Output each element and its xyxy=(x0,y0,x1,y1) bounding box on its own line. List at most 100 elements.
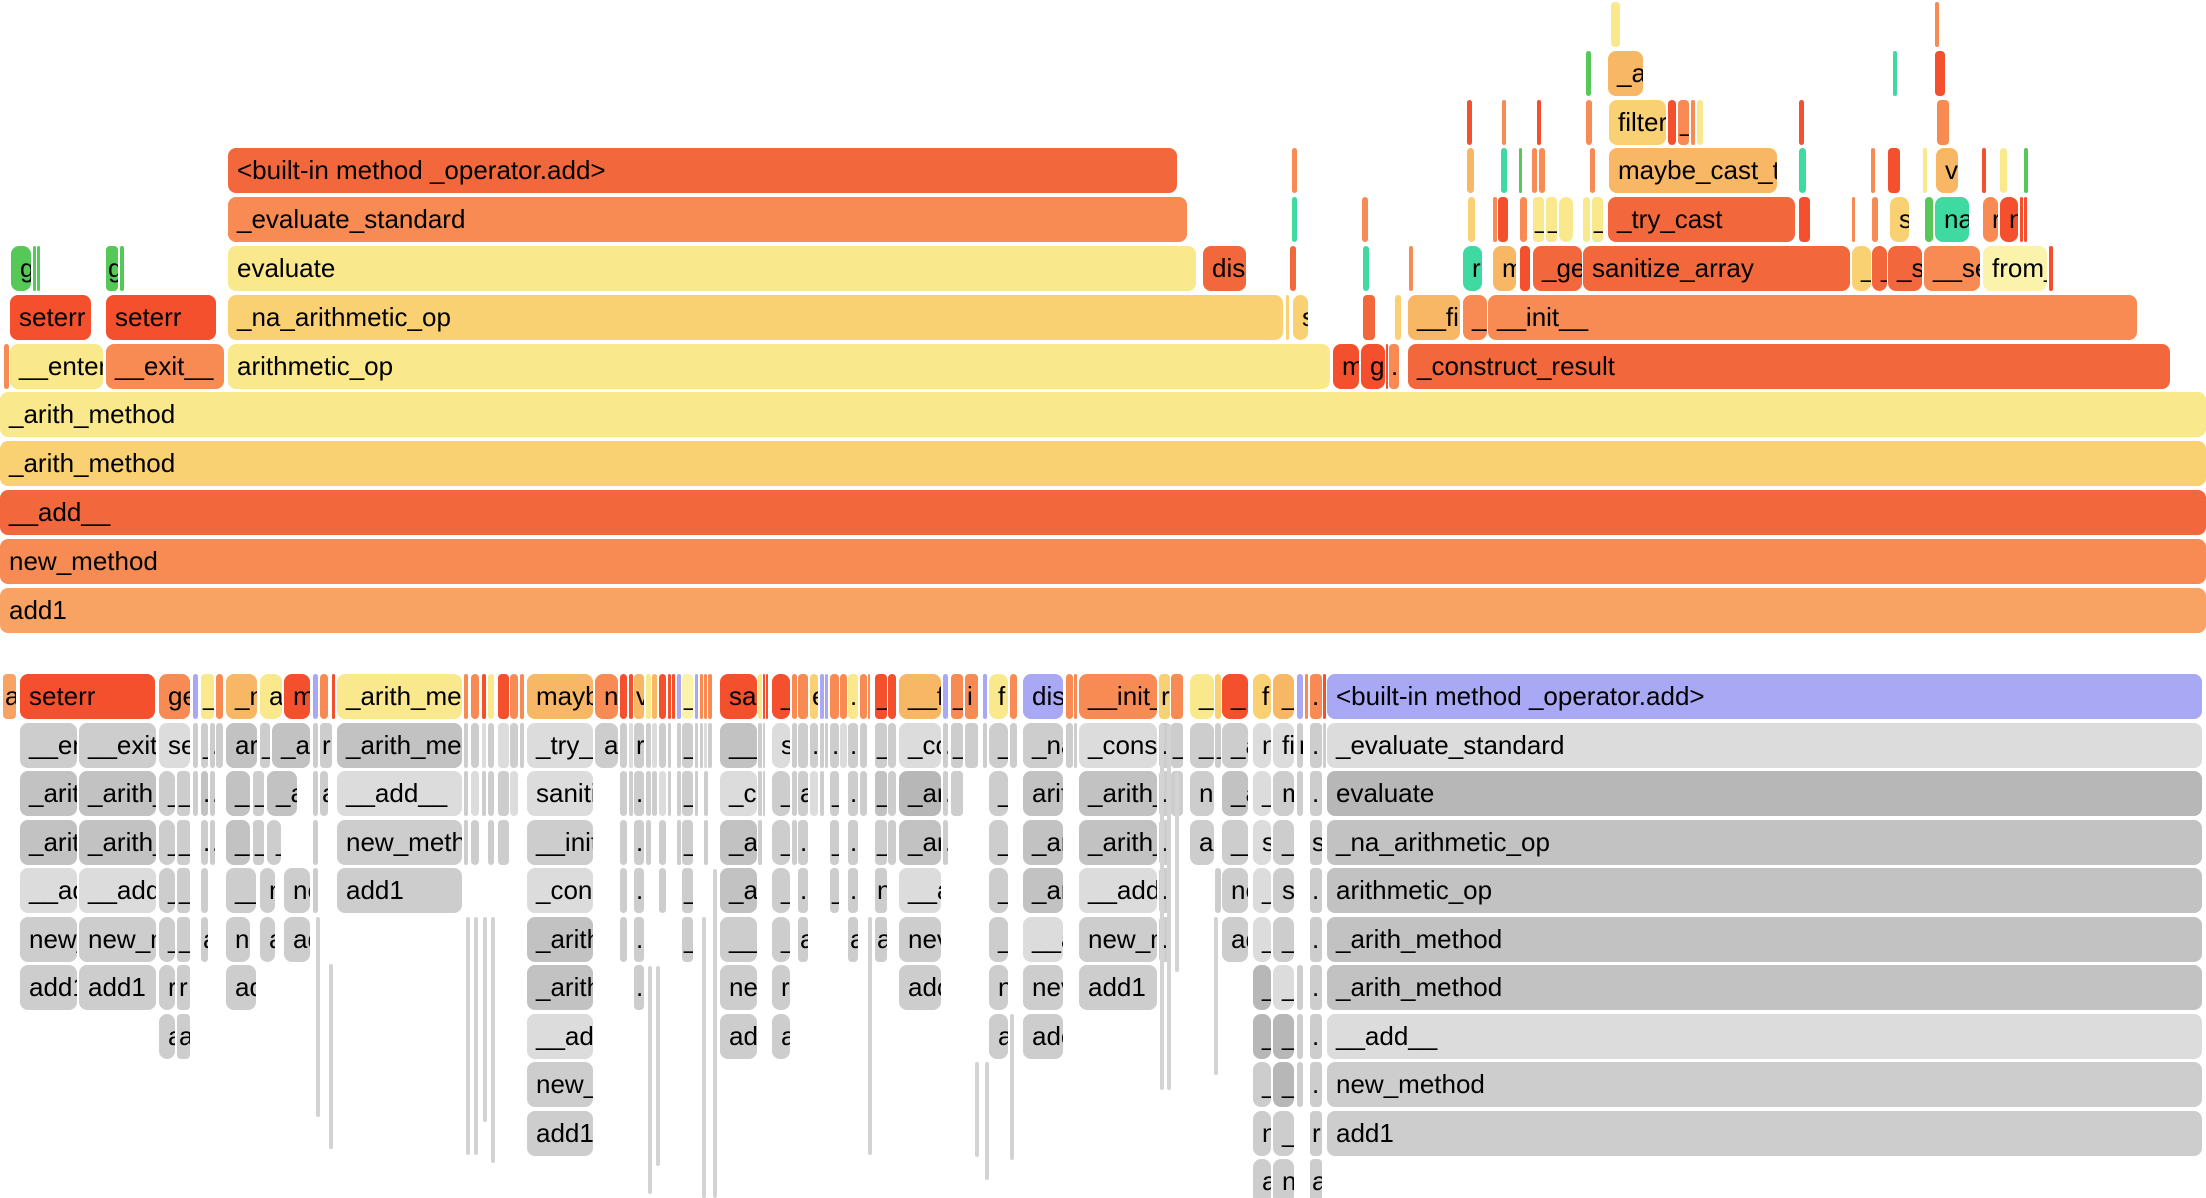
frame-sliver[interactable]: . xyxy=(848,674,858,719)
frame-sliver[interactable] xyxy=(820,674,824,719)
frame-from[interactable]: from_ xyxy=(1983,246,2047,291)
frame-sliver[interactable] xyxy=(704,674,707,719)
frame-s[interactable]: s xyxy=(1293,294,1308,340)
frame-sliver[interactable] xyxy=(629,674,633,719)
frame-sliver[interactable]: . xyxy=(848,868,858,913)
frame-ari[interactable]: ari xyxy=(226,722,257,768)
frame-sliver[interactable]: _ xyxy=(1273,916,1294,962)
frame-sliver[interactable] xyxy=(763,722,765,768)
frame-sliver[interactable] xyxy=(695,771,698,816)
frame-sliver[interactable] xyxy=(965,722,978,768)
frame-sliver[interactable] xyxy=(1297,1013,1303,1059)
frame-sliver[interactable] xyxy=(471,674,479,719)
frame-sliver[interactable] xyxy=(695,722,698,768)
frame-sliver[interactable]: _ xyxy=(682,868,693,913)
frame-f[interactable]: __f xyxy=(899,674,941,719)
frame-sliver[interactable] xyxy=(193,771,198,816)
frame-evaluate-standard[interactable]: _evaluate_standard xyxy=(1327,722,2202,768)
frame-sliver[interactable] xyxy=(860,722,867,768)
frame-sliver[interactable]: _ xyxy=(989,771,1008,816)
frame-sliver[interactable]: _ xyxy=(177,868,190,913)
frame-sliver[interactable] xyxy=(983,722,987,768)
frame-sliver[interactable] xyxy=(1799,197,1810,243)
frame-sliver[interactable] xyxy=(1363,294,1375,340)
frame-sliver[interactable] xyxy=(695,674,698,719)
frame-sliver[interactable]: _ xyxy=(830,868,839,913)
frame-tail[interactable] xyxy=(329,964,333,1149)
frame-sanitiz[interactable]: sanitiz xyxy=(527,771,593,816)
frame-a[interactable]: a xyxy=(260,916,275,962)
frame-a[interactable]: _a xyxy=(226,819,250,865)
frame-sliver[interactable] xyxy=(668,722,671,768)
frame-sliver[interactable]: _ xyxy=(1872,246,1887,291)
frame-sliver[interactable]: _ xyxy=(1592,197,1603,243)
frame-sliver[interactable]: . xyxy=(848,722,858,768)
frame-arithmetic-op[interactable]: arithmetic_op xyxy=(228,343,1330,389)
frame-sliver[interactable]: . xyxy=(201,819,208,865)
frame-sliver[interactable] xyxy=(659,868,666,913)
frame-s[interactable]: s xyxy=(1253,819,1271,865)
frame-a[interactable]: a xyxy=(1190,819,1214,865)
frame-sliver[interactable]: _ xyxy=(682,916,693,962)
frame-sliver[interactable] xyxy=(810,771,818,816)
frame-sliver[interactable] xyxy=(37,246,40,291)
frame-sliver[interactable] xyxy=(1297,965,1303,1010)
frame-c[interactable]: _c xyxy=(720,771,757,816)
frame-evaluate[interactable]: evaluate xyxy=(228,246,1196,291)
frame-sliver[interactable] xyxy=(313,674,318,719)
frame-sliver[interactable] xyxy=(668,674,671,719)
frame-sliver[interactable] xyxy=(1893,50,1897,96)
frame-a[interactable]: a xyxy=(798,771,808,816)
frame-sliver[interactable] xyxy=(792,722,797,768)
frame-sliver[interactable] xyxy=(1611,2,1620,47)
frame-sliver[interactable]: _ xyxy=(1222,674,1248,719)
frame-sliver[interactable]: . xyxy=(1159,916,1170,962)
frame-sliver[interactable]: _ xyxy=(875,771,887,816)
frame-a[interactable]: a xyxy=(595,722,618,768)
frame-sliver[interactable] xyxy=(313,868,318,913)
frame-add[interactable]: __add__ xyxy=(0,490,2206,535)
frame-r[interactable]: r xyxy=(634,722,644,768)
frame-sliver[interactable] xyxy=(758,722,762,768)
frame-sliver[interactable]: _ xyxy=(253,771,264,816)
frame-e[interactable]: e xyxy=(810,674,818,719)
frame-ad[interactable]: ad xyxy=(1222,916,1248,962)
frame-sliver[interactable] xyxy=(830,674,839,719)
frame-sliver[interactable] xyxy=(471,819,479,865)
frame-sliver[interactable] xyxy=(840,674,847,719)
frame-sliver[interactable] xyxy=(668,771,671,816)
frame-sliver[interactable] xyxy=(464,674,468,719)
frame-g[interactable]: g xyxy=(106,246,118,291)
frame-sliver[interactable] xyxy=(1498,197,1508,243)
frame-sliver[interactable] xyxy=(1501,148,1507,194)
frame-add[interactable]: __add_ xyxy=(1079,868,1157,913)
frame-sliver[interactable] xyxy=(888,674,896,719)
frame-sliver[interactable]: . xyxy=(1159,722,1170,768)
frame-sliver[interactable] xyxy=(1363,246,1369,291)
frame-sliver[interactable]: . xyxy=(798,868,808,913)
frame-sliver[interactable] xyxy=(798,674,808,719)
frame-sliver[interactable] xyxy=(464,722,468,768)
frame-g[interactable]: g xyxy=(1361,343,1385,389)
frame-sliver[interactable]: _ xyxy=(177,916,190,962)
frame-enter[interactable]: __enter__ xyxy=(10,343,103,389)
frame-sliver[interactable] xyxy=(704,771,708,816)
frame-sliver[interactable] xyxy=(510,771,518,816)
frame-sliver[interactable]: _ xyxy=(951,674,963,719)
frame-built-in-method-operator-add[interactable]: <built-in method _operator.add> xyxy=(228,148,1177,194)
frame-sliver[interactable] xyxy=(646,722,651,768)
frame-sliver[interactable]: _ xyxy=(989,916,1008,962)
frame-n[interactable]: _n xyxy=(226,674,257,719)
frame-sliver[interactable] xyxy=(652,722,657,768)
frame-sliver[interactable] xyxy=(620,722,627,768)
frame-n[interactable]: n xyxy=(989,965,1008,1010)
frame-n[interactable]: n xyxy=(260,868,275,913)
frame-sliver[interactable]: _ xyxy=(1678,99,1689,145)
frame-sliver[interactable] xyxy=(1502,99,1506,145)
frame-a[interactable]: a xyxy=(772,1013,790,1059)
frame-sliver[interactable] xyxy=(482,674,486,719)
frame-sliver[interactable] xyxy=(820,722,824,768)
frame-sliver[interactable] xyxy=(629,722,633,768)
frame-a[interactable]: a xyxy=(1310,1159,1322,1198)
frame-sliver[interactable]: _ xyxy=(989,868,1008,913)
